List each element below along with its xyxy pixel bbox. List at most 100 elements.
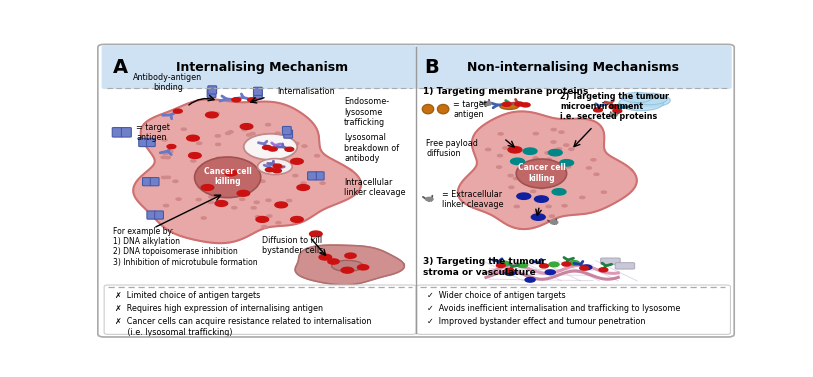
Circle shape <box>591 159 596 161</box>
Text: Non-internalising Mechanisms: Non-internalising Mechanisms <box>467 61 679 74</box>
Circle shape <box>209 196 214 198</box>
Circle shape <box>580 196 585 199</box>
Ellipse shape <box>633 93 667 105</box>
FancyBboxPatch shape <box>208 86 216 94</box>
Circle shape <box>215 143 220 146</box>
FancyBboxPatch shape <box>254 87 263 95</box>
Circle shape <box>276 156 281 158</box>
Circle shape <box>551 141 556 143</box>
Circle shape <box>251 207 256 209</box>
Text: Internalising Mechanism: Internalising Mechanism <box>176 61 348 74</box>
FancyBboxPatch shape <box>121 127 132 137</box>
Text: Antibody-antigen
binding: Antibody-antigen binding <box>133 73 202 92</box>
Circle shape <box>517 170 522 172</box>
Circle shape <box>563 144 569 146</box>
Circle shape <box>345 253 356 258</box>
Circle shape <box>267 215 272 217</box>
Polygon shape <box>295 245 404 285</box>
Circle shape <box>232 207 237 209</box>
Circle shape <box>215 201 228 206</box>
Text: Endosome-
lysosome
trafficking: Endosome- lysosome trafficking <box>344 97 389 127</box>
Circle shape <box>162 139 167 141</box>
Circle shape <box>196 198 202 201</box>
Circle shape <box>268 147 277 151</box>
Circle shape <box>593 108 602 112</box>
Circle shape <box>549 262 559 267</box>
Circle shape <box>609 105 618 109</box>
Circle shape <box>358 265 369 270</box>
Circle shape <box>254 201 259 204</box>
Text: Diffusion to kill
bystander cells: Diffusion to kill bystander cells <box>263 236 324 255</box>
Circle shape <box>285 167 290 170</box>
Circle shape <box>294 143 299 145</box>
Circle shape <box>291 216 303 222</box>
Polygon shape <box>133 99 361 243</box>
Circle shape <box>276 222 281 224</box>
Ellipse shape <box>244 134 298 160</box>
Circle shape <box>521 103 530 107</box>
Circle shape <box>201 217 207 219</box>
Circle shape <box>211 165 215 167</box>
Circle shape <box>533 132 538 135</box>
FancyBboxPatch shape <box>112 127 122 137</box>
Circle shape <box>558 176 563 179</box>
Circle shape <box>224 170 237 176</box>
Circle shape <box>552 188 566 195</box>
Circle shape <box>189 153 194 155</box>
FancyBboxPatch shape <box>415 46 732 89</box>
Circle shape <box>198 181 203 183</box>
Circle shape <box>163 204 168 207</box>
Circle shape <box>562 205 567 207</box>
Circle shape <box>165 156 170 159</box>
Circle shape <box>580 266 589 270</box>
Circle shape <box>208 201 213 204</box>
Circle shape <box>610 113 617 116</box>
Circle shape <box>550 178 556 180</box>
Circle shape <box>225 132 231 135</box>
Ellipse shape <box>622 92 653 103</box>
Circle shape <box>525 277 535 282</box>
Circle shape <box>215 135 220 137</box>
Circle shape <box>255 175 260 178</box>
Circle shape <box>319 254 332 260</box>
Circle shape <box>275 202 288 208</box>
Circle shape <box>241 124 253 129</box>
Circle shape <box>232 98 241 102</box>
Text: = Extracellular
linker cleavage: = Extracellular linker cleavage <box>442 190 503 209</box>
Circle shape <box>203 183 208 185</box>
FancyBboxPatch shape <box>254 91 263 99</box>
FancyBboxPatch shape <box>207 89 216 98</box>
Circle shape <box>546 270 555 274</box>
Circle shape <box>602 191 606 193</box>
FancyBboxPatch shape <box>284 130 293 138</box>
Circle shape <box>266 124 271 126</box>
Circle shape <box>181 128 186 130</box>
Text: Free payload
diffusion: Free payload diffusion <box>426 139 478 158</box>
Circle shape <box>582 265 592 270</box>
Circle shape <box>497 264 505 267</box>
Circle shape <box>187 135 199 141</box>
Text: Cancer cell
killing: Cancer cell killing <box>204 167 251 186</box>
Circle shape <box>517 193 531 199</box>
Circle shape <box>559 159 573 166</box>
Circle shape <box>586 167 591 169</box>
Circle shape <box>518 263 528 268</box>
Circle shape <box>539 187 545 189</box>
Circle shape <box>248 98 257 102</box>
Circle shape <box>613 109 622 113</box>
Circle shape <box>228 131 233 133</box>
FancyBboxPatch shape <box>104 285 416 334</box>
Circle shape <box>242 129 247 131</box>
FancyBboxPatch shape <box>315 172 324 180</box>
Circle shape <box>328 259 339 264</box>
Circle shape <box>523 148 537 155</box>
Circle shape <box>562 262 571 266</box>
Circle shape <box>550 221 558 224</box>
FancyBboxPatch shape <box>102 46 417 89</box>
Circle shape <box>191 160 196 162</box>
Circle shape <box>162 176 167 179</box>
Circle shape <box>285 147 293 151</box>
Ellipse shape <box>422 104 433 114</box>
Circle shape <box>546 158 551 161</box>
FancyBboxPatch shape <box>146 138 155 147</box>
